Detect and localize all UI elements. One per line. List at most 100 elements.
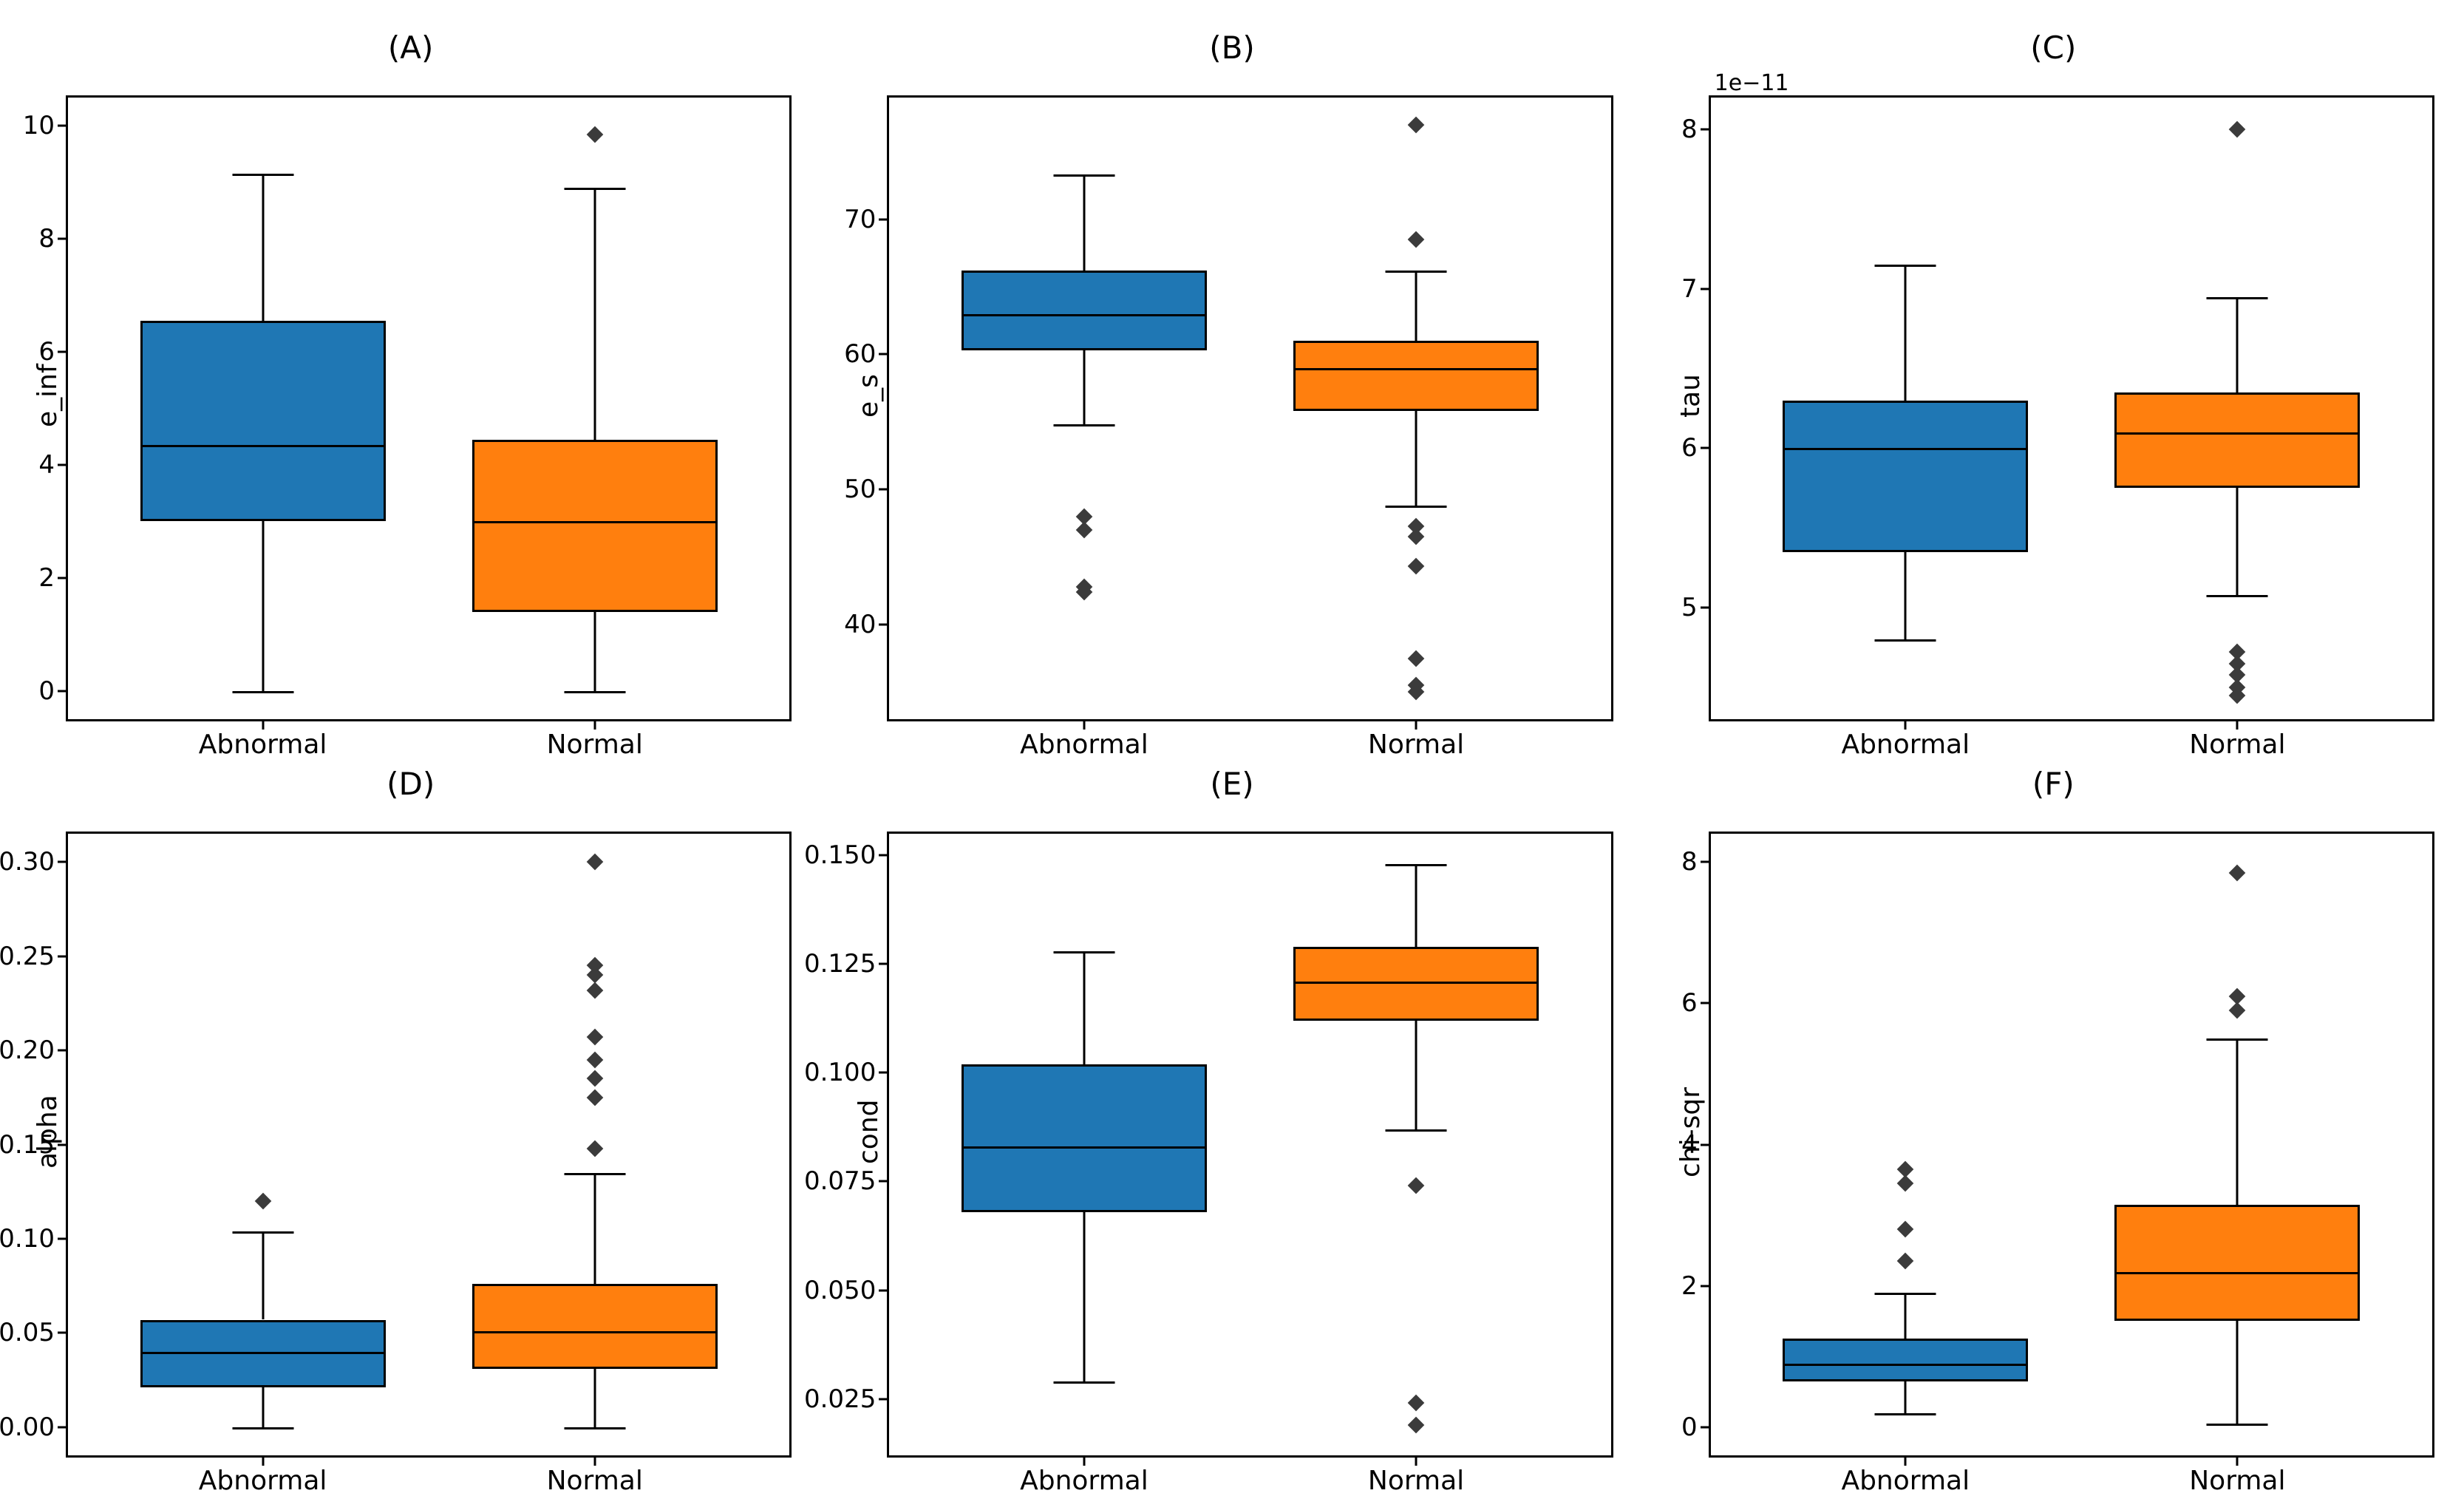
- box-rect: [1293, 341, 1539, 411]
- box-rect: [2114, 392, 2360, 488]
- x-tick-label: Normal: [2189, 719, 2285, 760]
- median-line: [2114, 432, 2360, 435]
- axis-offset-text: [66, 70, 792, 95]
- outlier-marker: [1897, 1253, 1914, 1270]
- median-line: [962, 314, 1207, 316]
- cap-upper: [564, 188, 625, 190]
- cap-upper: [232, 1231, 293, 1234]
- cap-lower: [1875, 1413, 1936, 1415]
- outlier-marker: [1897, 1221, 1914, 1238]
- y-tick-label: 0.05: [0, 1318, 68, 1347]
- median-line: [140, 1352, 386, 1354]
- outlier-marker: [1408, 116, 1425, 133]
- cap-upper: [564, 1173, 625, 1175]
- cap-upper: [2207, 297, 2268, 299]
- median-line: [1783, 1364, 2028, 1366]
- whisker-upper: [593, 188, 596, 439]
- whisker-upper: [1083, 951, 1085, 1064]
- x-tick-label: Normal: [1368, 719, 1464, 760]
- y-tick-label: 0.00: [0, 1412, 68, 1442]
- plot-column: 1e−115678AbnormalNormal: [1709, 70, 2434, 721]
- plot-wrap: e_s40506070AbnormalNormal: [851, 70, 1613, 721]
- y-tick-label: 6: [38, 337, 68, 367]
- y-tick-label: 70: [844, 205, 889, 234]
- cap-lower: [2207, 1424, 2268, 1426]
- plot-area: 40506070AbnormalNormal: [887, 95, 1613, 721]
- cap-upper: [1875, 1293, 1936, 1295]
- outlier-marker: [1897, 1175, 1914, 1192]
- axis-offset-text: [66, 806, 792, 832]
- cap-upper: [1875, 265, 1936, 267]
- cap-lower: [564, 1427, 625, 1429]
- median-line: [472, 521, 718, 523]
- y-tick-label: 0.025: [804, 1384, 889, 1414]
- outlier-marker: [1408, 1417, 1425, 1434]
- outlier-marker: [2229, 1002, 2246, 1019]
- whisker-lower: [1905, 1381, 1907, 1413]
- x-tick-label: Normal: [1368, 1455, 1464, 1496]
- plot-column: 02468AbnormalNormal: [1709, 806, 2434, 1458]
- y-axis-label: e_inf: [30, 70, 66, 721]
- y-tick-label: 50: [844, 475, 889, 504]
- outlier-marker: [1408, 231, 1425, 248]
- y-tick-label: 60: [844, 339, 889, 369]
- y-tick-label: 2: [1681, 1271, 1711, 1301]
- outlier-marker: [2229, 121, 2246, 138]
- plot-wrap: e_inf0246810AbnormalNormal: [30, 70, 792, 721]
- median-line: [140, 445, 386, 447]
- plot-column: 0246810AbnormalNormal: [66, 70, 792, 721]
- plot-area: 0.000.050.100.150.200.250.30AbnormalNorm…: [66, 832, 792, 1458]
- cap-lower: [1053, 424, 1114, 426]
- box-rect: [472, 1284, 718, 1369]
- y-tick-label: 8: [38, 224, 68, 254]
- cap-lower: [564, 691, 625, 693]
- plot-wrap: cond0.0250.0500.0750.1000.1250.150Abnorm…: [851, 806, 1613, 1458]
- y-tick-label: 0.100: [804, 1058, 889, 1087]
- whisker-upper: [2236, 1038, 2239, 1205]
- whisker-upper: [593, 1173, 596, 1284]
- plot-column: 0.0250.0500.0750.1000.1250.150AbnormalNo…: [887, 806, 1613, 1458]
- y-tick-label: 0.050: [804, 1276, 889, 1305]
- panel-title: (C): [1672, 30, 2434, 66]
- y-axis-label: tau: [1672, 70, 1709, 721]
- whisker-lower: [1905, 552, 1907, 640]
- y-tick-label: 4: [1681, 1130, 1711, 1160]
- whisker-upper: [1905, 265, 1907, 400]
- plot-area: 0.0250.0500.0750.1000.1250.150AbnormalNo…: [887, 832, 1613, 1458]
- cap-lower: [232, 691, 293, 693]
- y-tick-label: 6: [1681, 433, 1711, 463]
- whisker-lower: [262, 521, 264, 690]
- panel-title: (B): [851, 30, 1613, 66]
- panel-D: (D)alpha0.000.050.100.150.200.250.30Abno…: [30, 766, 792, 1458]
- whisker-lower: [2236, 488, 2239, 594]
- median-line: [1783, 448, 2028, 450]
- median-line: [962, 1146, 1207, 1149]
- plot-area: 5678AbnormalNormal: [1709, 95, 2434, 721]
- whisker-lower: [1083, 1212, 1085, 1381]
- y-tick-label: 6: [1681, 988, 1711, 1018]
- plot-wrap: alpha0.000.050.100.150.200.250.30Abnorma…: [30, 806, 792, 1458]
- y-tick-label: 8: [1681, 115, 1711, 144]
- panel-E: (E)cond0.0250.0500.0750.1000.1250.150Abn…: [851, 766, 1613, 1458]
- outlier-marker: [586, 126, 603, 143]
- y-tick-label: 0.20: [0, 1036, 68, 1065]
- whisker-lower: [593, 612, 596, 691]
- y-axis-label: cond: [851, 806, 887, 1458]
- whisker-lower: [1415, 1021, 1418, 1129]
- whisker-lower: [1415, 411, 1418, 506]
- cap-lower: [1053, 1381, 1114, 1384]
- outlier-marker: [586, 1051, 603, 1068]
- cap-lower: [1386, 506, 1447, 508]
- axis-offset-text: [1709, 806, 2434, 832]
- y-tick-label: 0.15: [0, 1130, 68, 1160]
- outlier-marker: [1408, 650, 1425, 667]
- plot-column: 0.000.050.100.150.200.250.30AbnormalNorm…: [66, 806, 792, 1458]
- outlier-marker: [1076, 522, 1093, 539]
- whisker-upper: [1415, 271, 1418, 341]
- whisker-lower: [2236, 1321, 2239, 1424]
- outlier-marker: [586, 967, 603, 984]
- y-tick-label: 0.25: [0, 942, 68, 971]
- x-tick-label: Abnormal: [1841, 1455, 1970, 1496]
- median-line: [472, 1331, 718, 1333]
- box-rect: [140, 321, 386, 521]
